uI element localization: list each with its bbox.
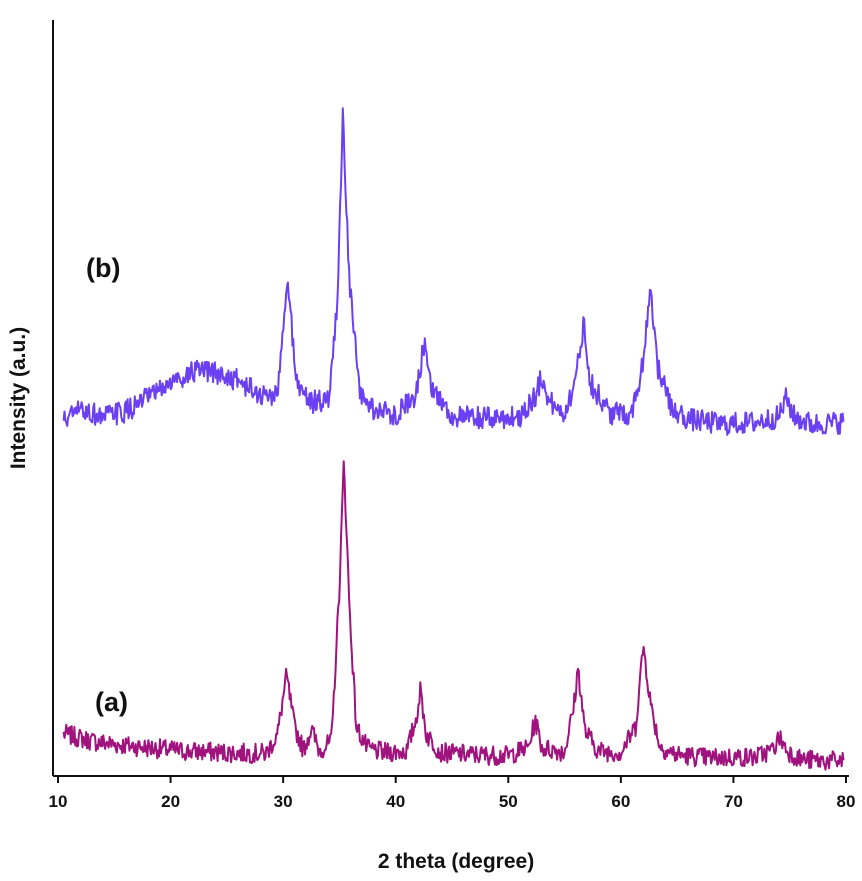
plot-lines <box>62 107 845 771</box>
y-axis-title: Intensity (a.u.) <box>7 327 30 469</box>
x-tick-label: 60 <box>611 792 630 811</box>
series-line-a <box>62 460 845 771</box>
series-label-a: (a) <box>95 687 128 717</box>
x-tick-label: 30 <box>274 792 293 811</box>
x-tick-label: 10 <box>49 792 68 811</box>
x-axis-title: 2 theta (degree) <box>378 850 534 873</box>
x-tick-label: 40 <box>386 792 405 811</box>
series-line-b <box>62 107 845 436</box>
series-label-b: (b) <box>86 253 120 283</box>
x-tick-label: 80 <box>837 792 856 811</box>
x-ticks: 10 20 30 40 50 60 70 80 <box>49 776 856 811</box>
x-tick-label: 70 <box>724 792 743 811</box>
x-tick-label: 50 <box>499 792 518 811</box>
x-tick-label: 20 <box>161 792 180 811</box>
